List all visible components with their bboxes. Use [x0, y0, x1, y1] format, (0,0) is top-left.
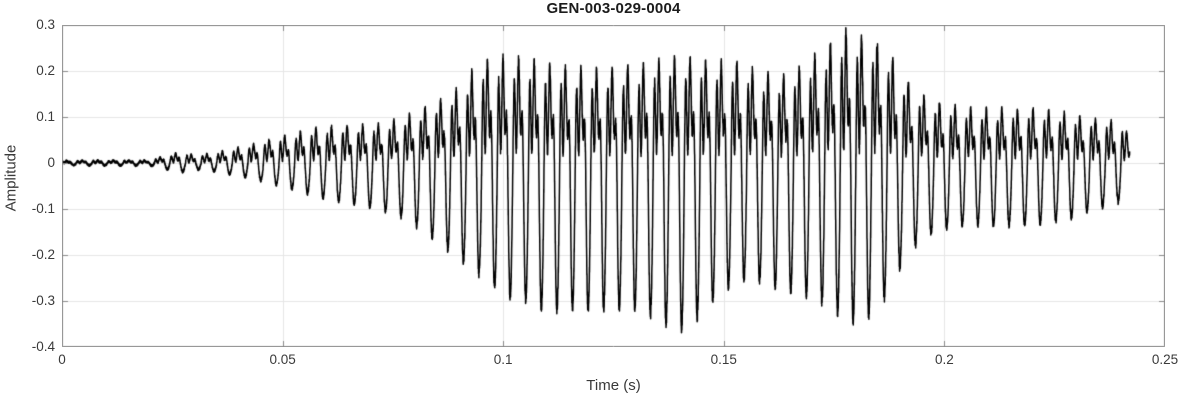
y-tick-label: -0.1	[31, 201, 55, 216]
y-tick-label: -0.3	[31, 293, 55, 308]
y-tick-label: -0.4	[31, 339, 55, 354]
x-tick-label: 0.1	[493, 352, 513, 367]
y-tick-label: 0.3	[36, 17, 55, 32]
x-tick-label: 0.05	[269, 352, 296, 367]
x-axis-label: Time (s)	[586, 377, 641, 394]
x-tick-label: 0.25	[1151, 352, 1179, 367]
plot-area	[62, 25, 1165, 347]
y-tick-label: -0.2	[31, 247, 55, 262]
chart-title: GEN-003-029-0004	[546, 0, 681, 17]
x-tick-label: 0.2	[935, 352, 954, 367]
waveform-canvas	[62, 25, 1165, 347]
y-tick-label: 0	[47, 155, 55, 170]
x-tick-label: 0	[58, 352, 66, 367]
y-tick-label: 0.1	[36, 109, 55, 124]
x-tick-label: 0.15	[710, 352, 737, 367]
y-tick-label: 0.2	[36, 63, 55, 78]
